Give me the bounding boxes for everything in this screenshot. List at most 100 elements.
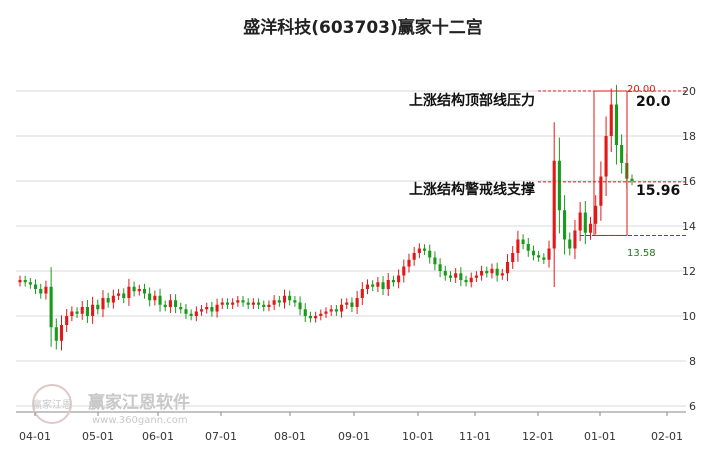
candle-body — [609, 104, 613, 136]
candle — [511, 246, 515, 269]
candle — [604, 116, 608, 197]
candle — [251, 298, 255, 310]
candle-body — [96, 304, 100, 310]
candle-body — [402, 266, 406, 276]
candle-body — [251, 302, 255, 305]
candle — [199, 304, 204, 316]
candle-body — [620, 145, 624, 163]
candle — [163, 300, 167, 312]
y-tick-label: 6 — [689, 400, 696, 413]
box-top-label: 20.00 — [627, 84, 656, 95]
candle-body — [568, 239, 572, 249]
candle — [531, 245, 536, 261]
y-axis-ticks: 6 8 10 12 14 16 18 20 — [682, 85, 696, 413]
candle-body — [148, 293, 152, 301]
candle — [148, 287, 152, 307]
candle — [355, 291, 359, 314]
candle-body — [614, 104, 618, 145]
candle — [345, 298, 349, 310]
candle — [319, 309, 323, 321]
candle-body — [588, 223, 593, 233]
candle-body — [205, 307, 209, 310]
candle-body — [334, 309, 338, 312]
candle-body — [454, 273, 458, 278]
candle-body — [70, 311, 74, 316]
candle-body — [168, 300, 172, 307]
candle — [65, 309, 69, 332]
y-tick-label: 8 — [689, 355, 696, 368]
candle-body — [65, 316, 69, 325]
candles — [18, 84, 634, 351]
candle — [184, 304, 188, 319]
candle — [314, 311, 318, 323]
candle — [277, 295, 281, 307]
candle — [70, 306, 74, 322]
candle — [80, 300, 84, 320]
candle-body — [210, 307, 214, 312]
candle — [257, 298, 261, 310]
candle — [594, 195, 598, 235]
candle — [215, 298, 219, 318]
candle — [469, 272, 473, 288]
candle-body — [142, 289, 147, 294]
candle-body — [298, 302, 302, 310]
candle — [563, 195, 567, 255]
candle — [537, 250, 541, 262]
candle-body — [220, 302, 224, 305]
candle — [386, 273, 390, 296]
candle-body — [116, 293, 121, 296]
candle-body — [464, 280, 468, 283]
candle-body — [111, 295, 115, 303]
candle-body — [371, 284, 375, 287]
candle-body — [324, 311, 328, 314]
candle-body — [573, 230, 577, 249]
candle-body — [542, 257, 546, 260]
candle — [158, 288, 162, 312]
x-tick-label: 12-01 — [522, 430, 554, 443]
candle — [443, 265, 447, 281]
candle-body — [511, 253, 515, 262]
y-tick-label: 12 — [682, 265, 696, 278]
candle — [54, 318, 58, 350]
candle — [96, 299, 100, 315]
candle — [490, 263, 494, 279]
candle — [329, 304, 333, 316]
candle — [381, 276, 385, 296]
candle-body — [599, 176, 603, 206]
candle-body — [91, 304, 95, 316]
candle-body — [267, 304, 271, 307]
y-tick-label: 10 — [682, 310, 696, 323]
candle-body — [189, 313, 193, 316]
candle — [568, 232, 572, 256]
candle-body — [557, 160, 561, 211]
candle-body — [236, 300, 240, 303]
candle — [609, 88, 613, 152]
grid — [16, 90, 686, 413]
candle — [391, 275, 395, 287]
candle — [614, 84, 618, 165]
candle-body — [397, 275, 401, 283]
levels — [538, 90, 686, 236]
candle-body — [132, 286, 136, 292]
candle-body — [44, 286, 48, 294]
candle-body — [433, 257, 437, 265]
candle-body — [34, 284, 38, 289]
candle-body — [262, 304, 266, 307]
candle — [116, 289, 121, 301]
candle — [454, 268, 458, 283]
candle — [85, 300, 89, 323]
candle-body — [137, 289, 141, 292]
candle-body — [604, 136, 608, 177]
candle — [231, 298, 235, 310]
candle — [153, 290, 157, 306]
candle — [433, 251, 437, 271]
candle — [267, 300, 271, 312]
candle — [49, 267, 53, 347]
candle — [365, 279, 370, 295]
candle-body — [365, 284, 370, 289]
candle-body — [163, 304, 167, 307]
candle-body — [495, 268, 499, 276]
candle — [552, 122, 556, 287]
candle — [132, 281, 136, 297]
candle — [448, 271, 453, 283]
